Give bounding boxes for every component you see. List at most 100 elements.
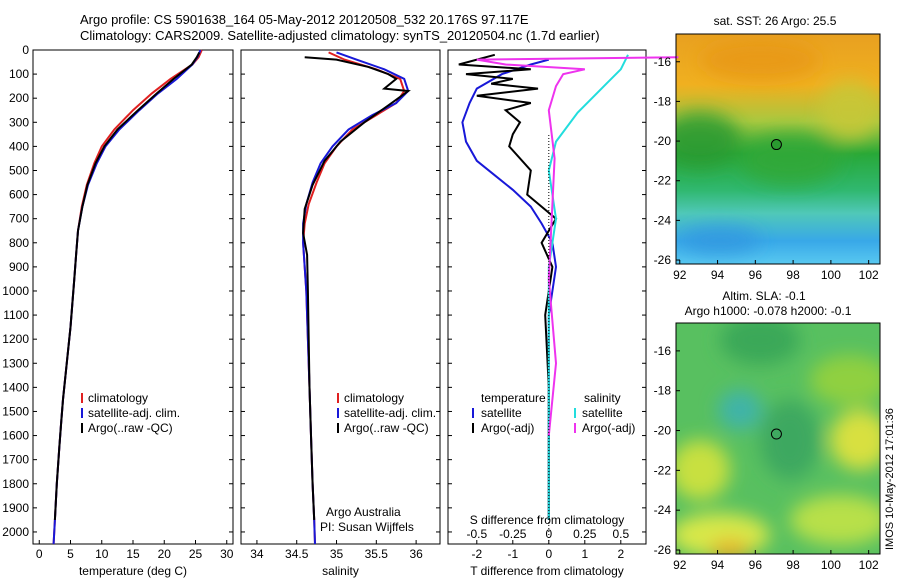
top-xtick-label: 0 (545, 527, 552, 541)
difference-profile-series-2 (547, 54, 629, 520)
ytick-label: 500 (9, 163, 29, 177)
ytick-label: 1000 (2, 284, 29, 298)
sst-map-title: sat. SST: 26 Argo: 25.5 (714, 14, 837, 28)
difference-profile-frame (447, 49, 647, 545)
top-xtick-label: 0.5 (612, 527, 629, 541)
legend-label: temperature (481, 391, 546, 405)
xtick-label: -2 (471, 547, 482, 561)
map-xtick-label: 92 (673, 558, 687, 572)
sst-map-frame (675, 33, 881, 265)
xtick-label: 35.5 (365, 547, 389, 561)
legend-label: satellite-adj. clim. (88, 406, 180, 420)
map-xtick-label: 94 (711, 558, 725, 572)
xtick-label: 34.5 (285, 547, 309, 561)
legend-label: Argo(..raw -QC) (344, 421, 429, 435)
ytick-label: 1100 (3, 308, 29, 322)
legend-label: Argo(..raw -QC) (88, 421, 173, 435)
ytick-label: 1700 (2, 453, 29, 467)
salinity-profile-series-1 (302, 51, 410, 545)
map-ytick-label: -16 (654, 55, 672, 69)
temperature-profile-series-0 (52, 49, 203, 545)
xtick-label: 10 (95, 547, 109, 561)
ytick-label: 1400 (2, 380, 29, 394)
legend-label: climatology (344, 391, 404, 405)
map-xtick-label: 102 (859, 268, 879, 282)
xtick-label: 2 (617, 547, 624, 561)
ytick-label: 1800 (2, 477, 29, 491)
difference-profile-xlabel: T difference from climatology (470, 564, 624, 578)
map-ytick-label: -16 (654, 344, 672, 358)
xtick-label: 36 (409, 547, 423, 561)
top-xtick-label: -0.5 (466, 527, 487, 541)
map-xtick-label: 92 (673, 268, 687, 282)
ytick-label: 300 (9, 115, 29, 129)
sla-field (676, 323, 880, 554)
xtick-label: 30 (220, 547, 234, 561)
sla-map-title: Altim. SLA: -0.1 (722, 289, 806, 303)
temperature-profile-series-2 (53, 51, 201, 520)
legend-label: climatology (88, 391, 148, 405)
ytick-label: 400 (9, 139, 29, 153)
legend-label: Argo(-adj) (582, 421, 635, 435)
ytick-label: 1500 (2, 404, 29, 418)
ytick-label: 700 (9, 212, 29, 226)
map-xtick-label: 96 (749, 268, 763, 282)
difference-profile-series-1 (458, 53, 558, 520)
ytick-label: 100 (9, 67, 29, 81)
argo-position-marker (770, 428, 782, 440)
ytick-label: 2000 (2, 525, 29, 539)
map-xtick-label: 102 (859, 558, 879, 572)
xtick-label: 35 (330, 547, 344, 561)
ytick-label: 1200 (2, 332, 29, 346)
map-ytick-label: -18 (654, 94, 672, 108)
legend-label: satellite (481, 406, 522, 420)
legend-label: satellite-adj. clim. (344, 406, 436, 420)
salinity-profile-series-2 (302, 56, 411, 520)
sla-map-subtitle: Argo h1000: -0.078 h2000: -0.1 (685, 304, 852, 318)
figure-title-line1: Argo profile: CS 5901638_164 05-May-2012… (80, 12, 529, 27)
xtick-label: 34 (250, 547, 264, 561)
ytick-label: 200 (9, 91, 29, 105)
ytick-label: 600 (9, 188, 29, 202)
temperature-profile-frame (32, 49, 234, 545)
map-xtick-label: 98 (786, 268, 800, 282)
map-ytick-label: -20 (654, 424, 672, 438)
figure-title-line2: Climatology: CARS2009. Satellite-adjuste… (80, 28, 600, 43)
map-ytick-label: -24 (654, 213, 672, 227)
map-xtick-label: 100 (821, 268, 841, 282)
xtick-label: 5 (67, 547, 74, 561)
map-ytick-label: -20 (654, 134, 672, 148)
legend-label: Argo(-adj) (481, 421, 534, 435)
map-ytick-label: -24 (654, 503, 672, 517)
top-xtick-label: 0.25 (573, 527, 597, 541)
annotation-line: Argo Australia (326, 505, 401, 519)
ytick-label: 0 (22, 43, 29, 57)
xtick-label: 1 (581, 547, 588, 561)
legend-label: salinity (584, 391, 621, 405)
top-xtick-label: -0.25 (499, 527, 527, 541)
xtick-label: 25 (189, 547, 203, 561)
salinity-profile-frame (240, 49, 441, 545)
xtick-label: 0 (36, 547, 43, 561)
map-xtick-label: 96 (749, 558, 763, 572)
ytick-label: 1900 (2, 501, 29, 515)
map-ytick-label: -18 (654, 384, 672, 398)
map-ytick-label: -26 (654, 253, 672, 267)
xtick-label: 20 (158, 547, 172, 561)
temperature-profile-series-1 (52, 49, 202, 545)
map-ytick-label: -22 (654, 174, 672, 188)
legend-label: satellite (582, 406, 623, 420)
difference-profile-series-3 (476, 56, 679, 436)
temperature-profile-xlabel: temperature (deg C) (79, 564, 187, 578)
xtick-label: -1 (507, 547, 518, 561)
map-ytick-label: -22 (654, 463, 672, 477)
ytick-label: 800 (9, 236, 29, 250)
map-ytick-label: -26 (654, 543, 672, 557)
map-xtick-label: 94 (711, 268, 725, 282)
ytick-label: 900 (9, 260, 29, 274)
ytick-label: 1300 (2, 356, 29, 370)
argo-position-marker (770, 139, 782, 151)
map-xtick-label: 98 (786, 558, 800, 572)
map-xtick-label: 100 (821, 558, 841, 572)
